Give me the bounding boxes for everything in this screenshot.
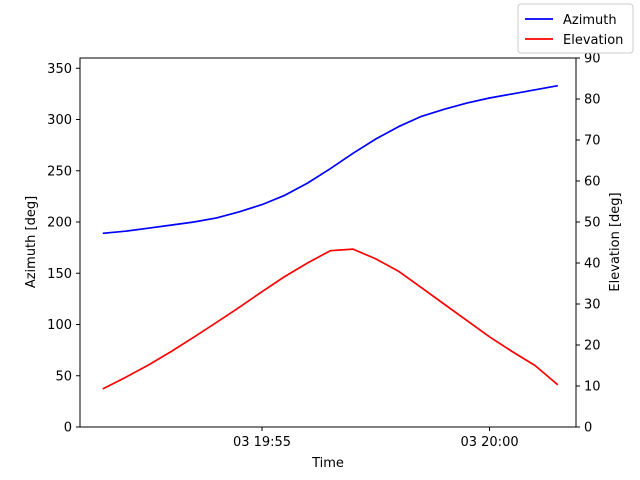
plot-area-frame [79, 57, 577, 428]
right-y-tick-label: 10 [584, 380, 601, 395]
right-y-axis-label: Elevation [deg] [608, 192, 623, 291]
right-y-tick-label: 30 [584, 298, 601, 313]
left-y-axis: 0 50 100 150 200 250 300 350 [47, 62, 80, 436]
left-y-tick-label: 150 [47, 267, 72, 282]
right-y-tick-label: 60 [584, 175, 601, 190]
left-y-tick-label: 100 [47, 318, 72, 333]
right-y-tick-label: 90 [584, 52, 601, 67]
x-axis: 03 19:55 03 20:00 [233, 427, 519, 450]
right-y-tick-label: 50 [584, 216, 601, 231]
left-y-tick-label: 300 [47, 113, 72, 128]
right-y-tick-label: 80 [584, 93, 601, 108]
right-y-axis: 0 10 20 30 40 50 60 70 80 90 [576, 52, 601, 436]
right-y-tick-label: 40 [584, 257, 601, 272]
left-y-axis-label: Azimuth [deg] [24, 196, 39, 288]
right-y-tick-label: 0 [584, 421, 592, 436]
right-y-tick-label: 20 [584, 339, 601, 354]
left-y-tick-label: 0 [64, 421, 72, 436]
series-line-azimuth [102, 84, 558, 235]
x-tick-label: 03 19:55 [233, 435, 291, 450]
legend-label-elevation: Elevation [563, 33, 623, 48]
left-y-tick-label: 250 [47, 164, 72, 179]
legend-box [517, 3, 634, 54]
legend: Azimuth Elevation [517, 3, 634, 54]
left-y-tick-label: 200 [47, 216, 72, 231]
axes-frame [79, 57, 577, 428]
series-layer [102, 84, 559, 390]
x-axis-label: Time [311, 456, 344, 471]
left-y-tick-label: 50 [55, 369, 72, 384]
legend-label-azimuth: Azimuth [563, 13, 617, 28]
left-y-tick-label: 350 [47, 62, 72, 77]
x-tick-label: 03 20:00 [460, 435, 518, 450]
right-y-tick-label: 70 [584, 134, 601, 149]
series-line-elevation [102, 248, 559, 390]
